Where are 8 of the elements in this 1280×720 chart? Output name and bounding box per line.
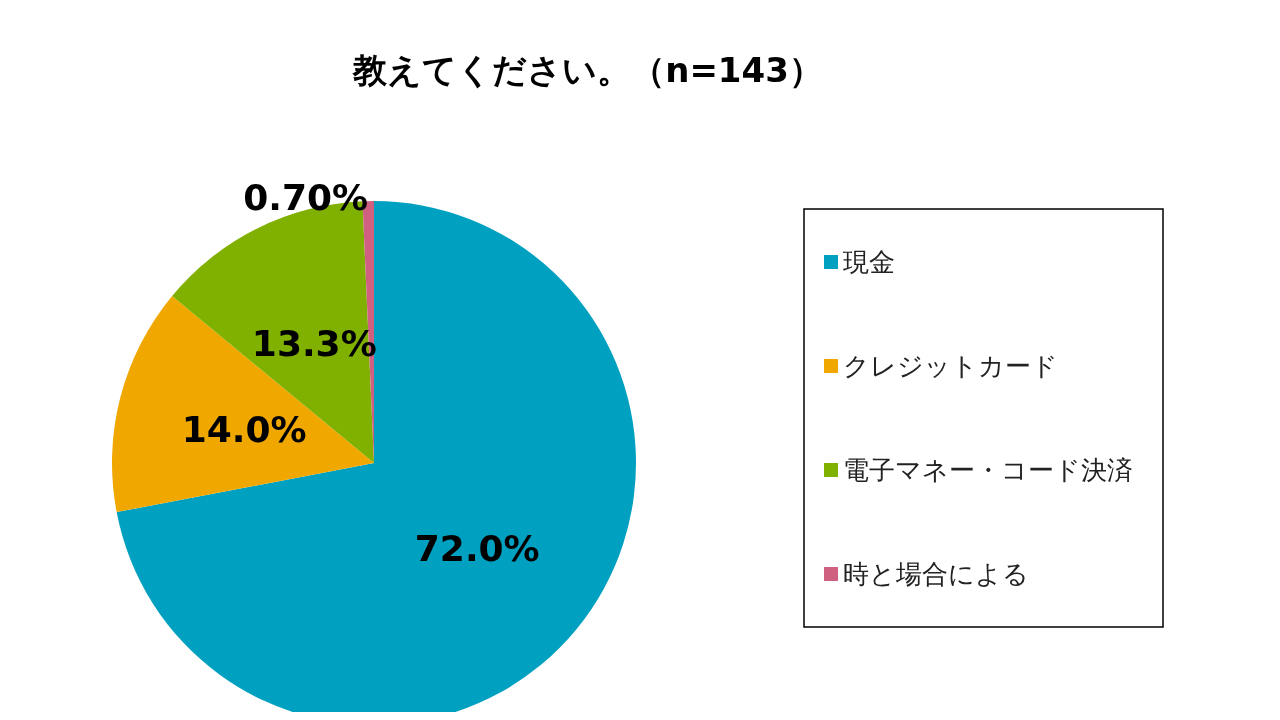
chart-title: 教えてください。（n=143） [352, 50, 823, 90]
data-label: 0.70% [243, 176, 369, 218]
legend-label: 現金 [843, 247, 895, 277]
legend-label: 電子マネー・コード決済 [843, 455, 1133, 485]
data-label: 14.0% [181, 409, 307, 451]
legend-label: クレジットカード [843, 351, 1058, 381]
legend-label: 時と場合による [843, 559, 1029, 589]
data-label: 72.0% [414, 527, 540, 569]
